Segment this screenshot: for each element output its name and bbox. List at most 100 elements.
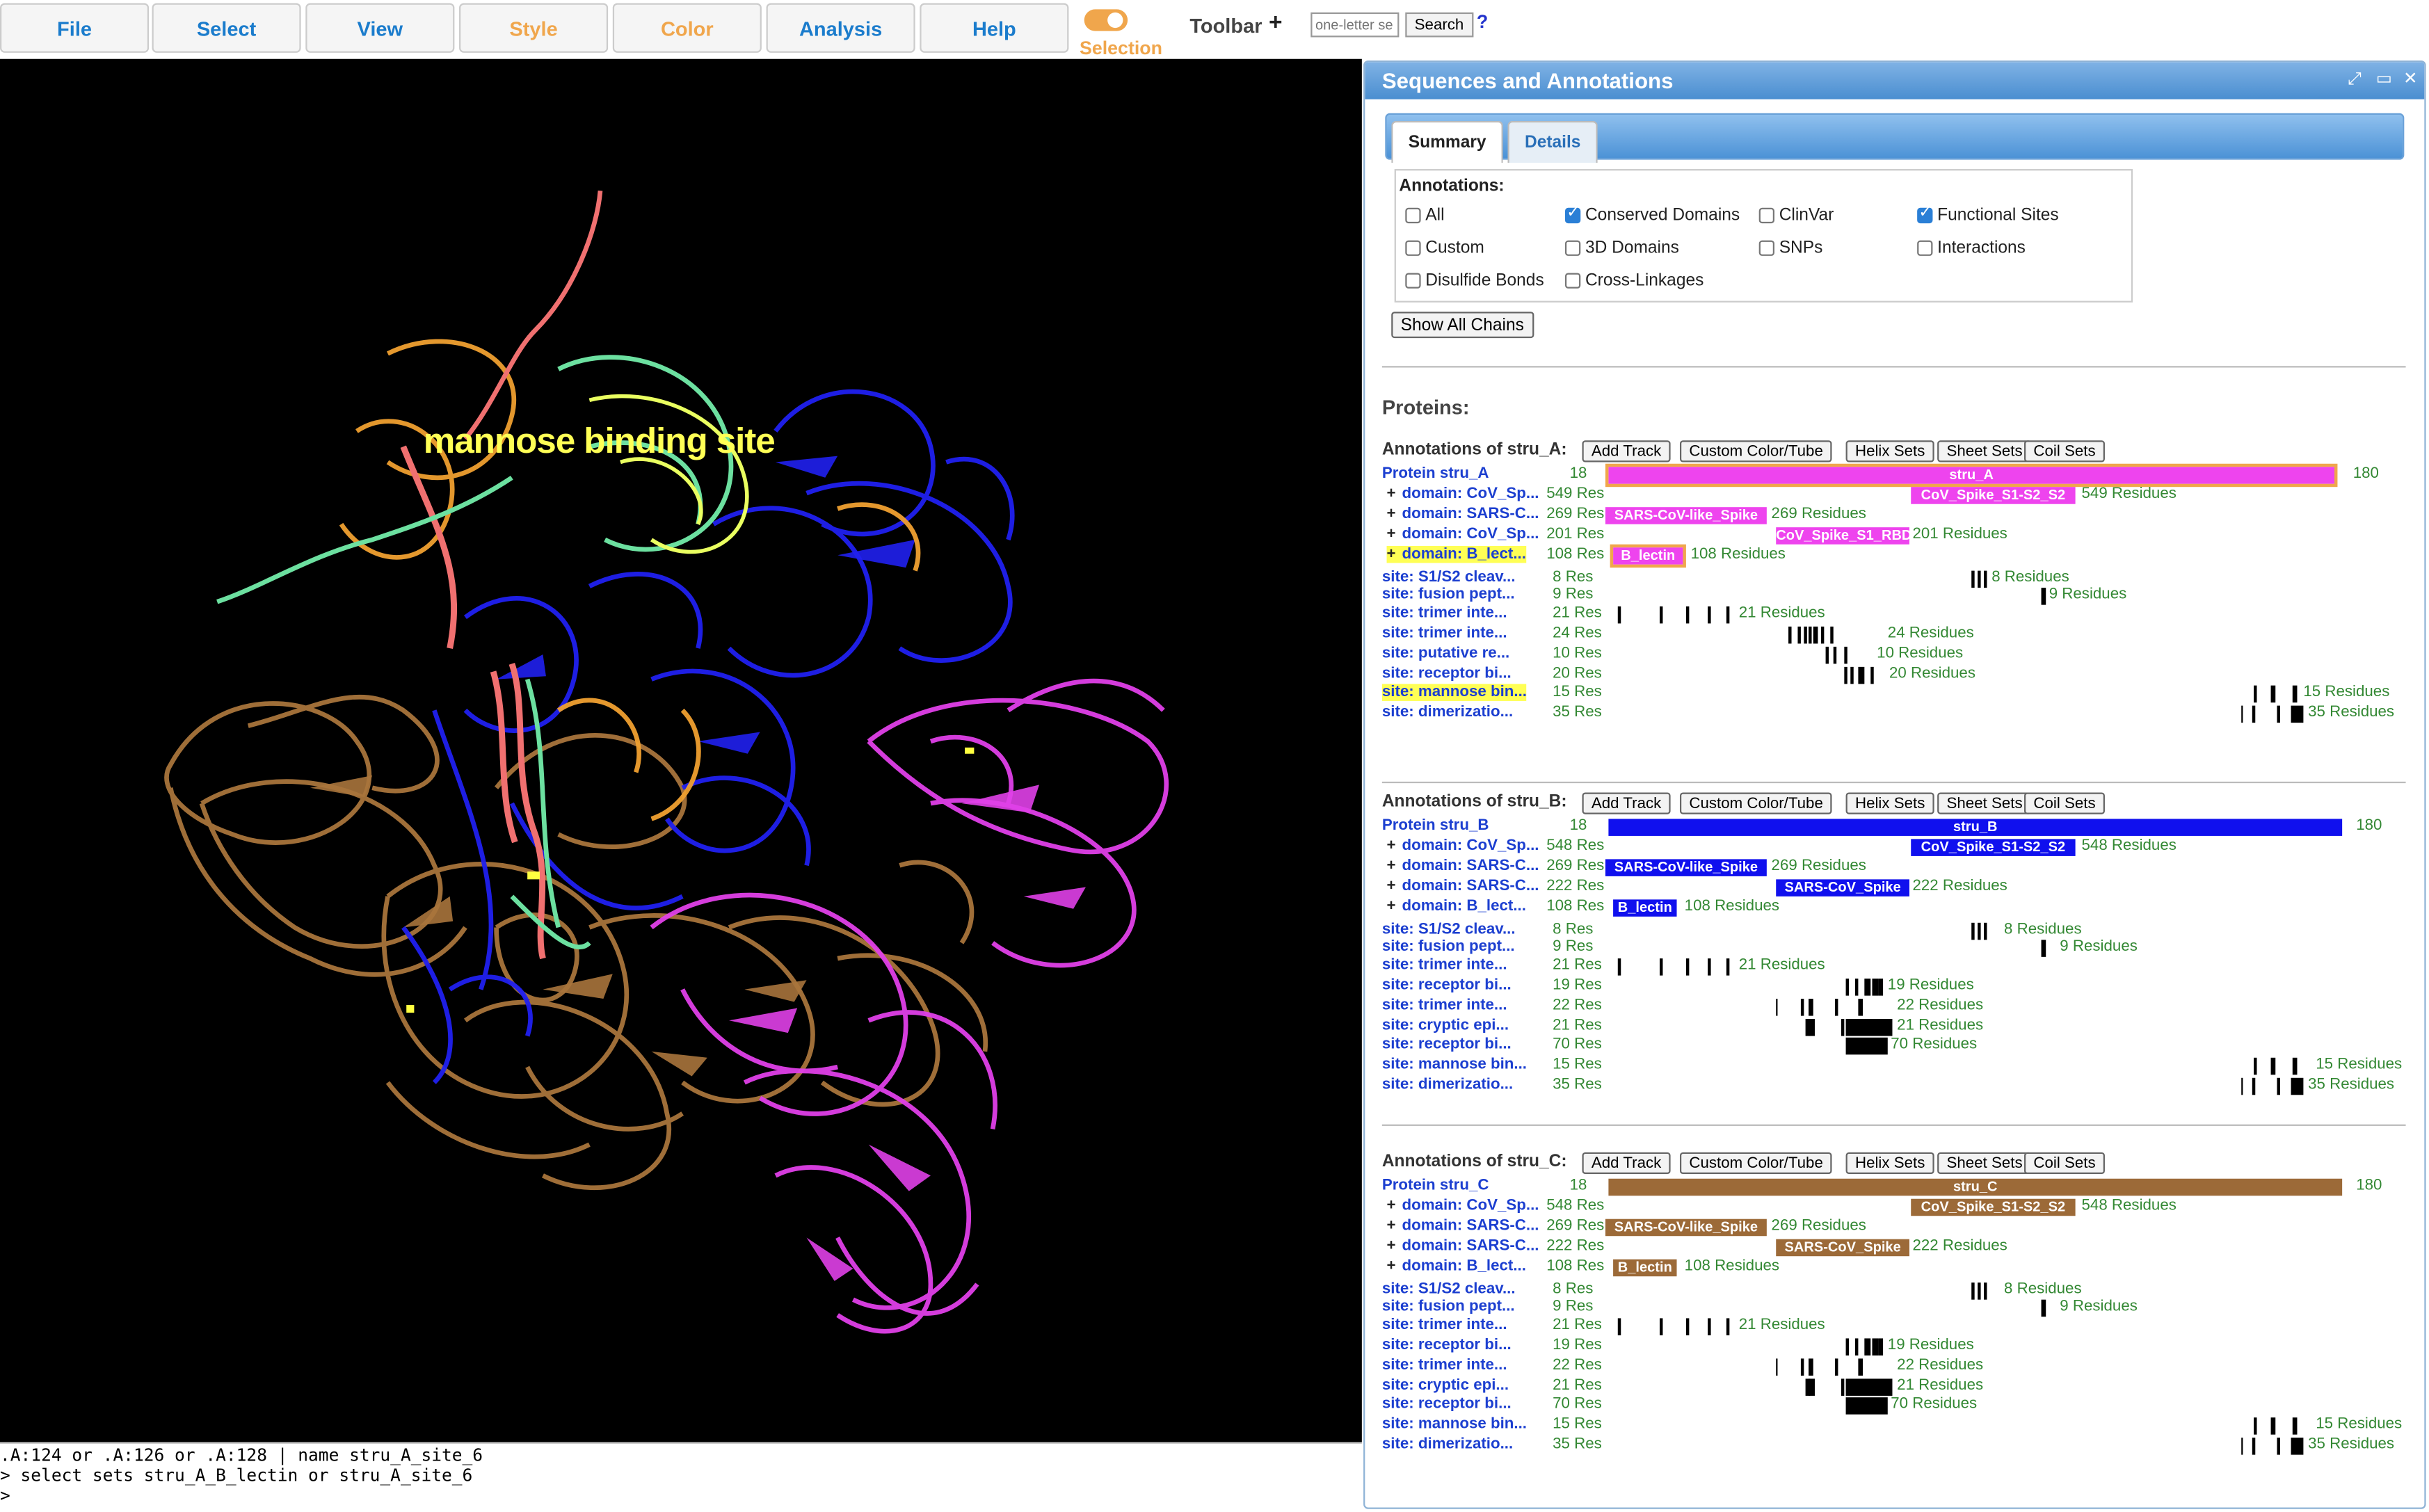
site-residue-tick[interactable] bbox=[2277, 1437, 2280, 1454]
domain-bar[interactable]: SARS-CoV-like_Spike bbox=[1605, 1219, 1767, 1237]
expand-plus-icon[interactable]: + bbox=[1386, 525, 1396, 543]
domain-label[interactable]: + domain: B_lect... bbox=[1386, 545, 1526, 563]
site-residue-tick[interactable] bbox=[2270, 1057, 2276, 1075]
site-residue-tick[interactable] bbox=[2291, 1077, 2304, 1095]
domain-label[interactable]: + domain: SARS-C... bbox=[1387, 1217, 1539, 1234]
domain-row[interactable]: + domain: SARS-C... 269 Res SARS-CoV-like_S… bbox=[1365, 506, 2424, 526]
protein-label[interactable]: Protein stru_B bbox=[1381, 817, 1489, 835]
site-residue-tick[interactable] bbox=[1878, 1338, 1884, 1356]
domain-label[interactable]: + domain: SARS-C... bbox=[1387, 858, 1539, 875]
site-row[interactable]: site: fusion pept... 9 Res 9 Residues bbox=[1365, 586, 2424, 606]
tab-summary[interactable]: Summary bbox=[1391, 120, 1504, 163]
site-residue-tick[interactable] bbox=[1617, 958, 1621, 976]
site-residue-tick[interactable] bbox=[1834, 1358, 1838, 1376]
site-label[interactable]: site: mannose bin... bbox=[1381, 1056, 1528, 1073]
site-label[interactable]: site: trimer inte... bbox=[1381, 997, 1507, 1014]
menu-file[interactable]: File bbox=[0, 3, 150, 53]
add-track-button[interactable]: Add Track bbox=[1582, 1152, 1671, 1175]
site-residue-tick[interactable] bbox=[2252, 1077, 2256, 1095]
menu-analysis[interactable]: Analysis bbox=[766, 3, 915, 53]
helix-sets-button[interactable]: Helix Sets bbox=[1845, 792, 1934, 814]
site-label[interactable]: site: mannose bin... bbox=[1381, 1415, 1528, 1433]
site-residue-tick[interactable] bbox=[1830, 627, 1834, 644]
checkbox-conserved-domains[interactable]: Conserved Domains bbox=[1564, 204, 1740, 225]
domain-row[interactable]: + domain: SARS-C... 222 Res SARS-CoV_Spike 2… bbox=[1365, 1237, 2424, 1257]
site-label[interactable]: site: fusion pept... bbox=[1381, 1297, 1515, 1315]
site-residue-tick[interactable] bbox=[1809, 998, 1813, 1016]
site-residue-tick[interactable] bbox=[1809, 1018, 1815, 1036]
site-residue-tick[interactable] bbox=[1726, 606, 1730, 625]
site-row[interactable]: site: trimer inte... 22 Res 22 Residues bbox=[1365, 1357, 2424, 1377]
custom-color-tube-button[interactable]: Custom Color/Tube bbox=[1679, 440, 1833, 463]
site-row[interactable]: site: fusion pept... 9 Res 9 Residues bbox=[1365, 938, 2424, 958]
custom-color-tube-button[interactable]: Custom Color/Tube bbox=[1679, 792, 1833, 814]
domain-label[interactable]: + domain: B_lect... bbox=[1387, 1257, 1526, 1275]
checkbox-cross-linkages[interactable]: Cross-Linkages bbox=[1564, 271, 1703, 290]
site-label[interactable]: site: receptor bi... bbox=[1381, 1036, 1512, 1054]
site-residue-tick[interactable] bbox=[1858, 998, 1863, 1016]
sequence-search-input[interactable] bbox=[1310, 12, 1400, 38]
site-residue-tick[interactable] bbox=[2252, 705, 2256, 723]
domain-row[interactable]: + domain: SARS-C... 222 Res SARS-CoV_Spike 2… bbox=[1365, 878, 2424, 898]
domain-label[interactable]: + domain: CoV_Sp... bbox=[1387, 1197, 1539, 1214]
site-residue-tick[interactable] bbox=[1813, 627, 1818, 644]
site-residue-tick[interactable] bbox=[1708, 606, 1711, 625]
protein-sequence-bar[interactable]: stru_B bbox=[1608, 819, 2343, 836]
site-residue-tick[interactable] bbox=[1971, 922, 1975, 940]
add-track-button[interactable]: Add Track bbox=[1582, 440, 1671, 463]
site-residue-tick[interactable] bbox=[1659, 958, 1663, 976]
protein-label[interactable]: Protein stru_A bbox=[1381, 465, 1489, 483]
domain-label[interactable]: + domain: SARS-C... bbox=[1387, 878, 1539, 895]
domain-bar[interactable]: CoV_Spike_S1-S2_S2 bbox=[1911, 487, 2076, 504]
site-residue-tick[interactable] bbox=[1841, 1018, 1845, 1036]
site-residue-tick[interactable] bbox=[1864, 1338, 1871, 1356]
site-residue-tick[interactable] bbox=[2041, 587, 2046, 604]
site-residue-tick[interactable] bbox=[1850, 666, 1854, 684]
expand-plus-icon[interactable]: + bbox=[1386, 545, 1396, 563]
site-label[interactable]: site: fusion pept... bbox=[1381, 938, 1515, 955]
site-residue-tick[interactable] bbox=[1854, 979, 1859, 996]
checkbox-interactions[interactable]: Interactions bbox=[1917, 239, 2026, 257]
site-residue-tick[interactable] bbox=[1788, 627, 1792, 644]
site-residue-tick[interactable] bbox=[1776, 998, 1778, 1016]
site-row[interactable]: site: S1/S2 cleav... 8 Res 8 Residues bbox=[1365, 1281, 2424, 1301]
domain-label[interactable]: + domain: CoV_Sp... bbox=[1387, 526, 1539, 543]
site-residue-tick[interactable] bbox=[1845, 1378, 1893, 1395]
close-icon[interactable]: ✕ bbox=[2403, 70, 2418, 89]
site-residue-tick[interactable] bbox=[1805, 1018, 1811, 1036]
site-residue-tick[interactable] bbox=[2270, 1417, 2276, 1435]
show-all-chains-button[interactable]: Show All Chains bbox=[1391, 312, 1534, 339]
checkbox-3d-domains[interactable]: 3D Domains bbox=[1564, 239, 1679, 257]
site-row[interactable]: site: trimer inte... 24 Res 24 Residues bbox=[1365, 625, 2424, 645]
site-label[interactable]: site: putative re... bbox=[1381, 645, 1510, 662]
structure-viewer-canvas[interactable]: mannose binding site bbox=[0, 58, 1362, 1442]
site-residue-tick[interactable] bbox=[1825, 646, 1829, 663]
domain-label[interactable]: + domain: CoV_Sp... bbox=[1387, 485, 1539, 503]
site-label[interactable]: site: receptor bi... bbox=[1381, 1337, 1512, 1354]
site-residue-tick[interactable] bbox=[1834, 998, 1838, 1016]
site-residue-tick[interactable] bbox=[1833, 646, 1837, 663]
site-residue-tick[interactable] bbox=[1971, 1282, 1975, 1300]
helix-sets-button[interactable]: Helix Sets bbox=[1845, 440, 1934, 463]
coil-sets-button[interactable]: Coil Sets bbox=[2024, 1152, 2106, 1175]
domain-row[interactable]: + domain: CoV_Sp... 548 Res CoV_Spike_S1-S2… bbox=[1365, 837, 2424, 858]
search-button[interactable]: Search bbox=[1405, 12, 1473, 38]
expand-plus-icon[interactable]: + bbox=[1386, 837, 1396, 855]
site-row[interactable]: site: cryptic epi... 21 Res 21 Residues bbox=[1365, 1017, 2424, 1037]
sheet-sets-button[interactable]: Sheet Sets bbox=[1937, 792, 2032, 814]
site-residue-tick[interactable] bbox=[2041, 1298, 2046, 1317]
site-residue-tick[interactable] bbox=[1809, 1358, 1813, 1376]
site-row[interactable]: site: S1/S2 cleav... 8 Res 8 Residues bbox=[1365, 569, 2424, 589]
sheet-sets-button[interactable]: Sheet Sets bbox=[1937, 440, 2032, 463]
site-residue-tick[interactable] bbox=[2241, 1077, 2243, 1095]
domain-label[interactable]: + domain: SARS-C... bbox=[1387, 506, 1539, 523]
site-residue-tick[interactable] bbox=[2277, 705, 2280, 723]
toolbar-label[interactable]: Toolbar bbox=[1189, 14, 1262, 38]
menu-select[interactable]: Select bbox=[152, 3, 301, 53]
site-residue-tick[interactable] bbox=[1617, 1319, 1621, 1336]
domain-bar[interactable]: B_lectin bbox=[1613, 899, 1677, 917]
site-residue-tick[interactable] bbox=[1617, 606, 1621, 625]
site-residue-tick[interactable] bbox=[1685, 958, 1690, 976]
site-label[interactable]: site: trimer inte... bbox=[1381, 625, 1507, 643]
expand-plus-icon[interactable]: + bbox=[1386, 1217, 1396, 1235]
